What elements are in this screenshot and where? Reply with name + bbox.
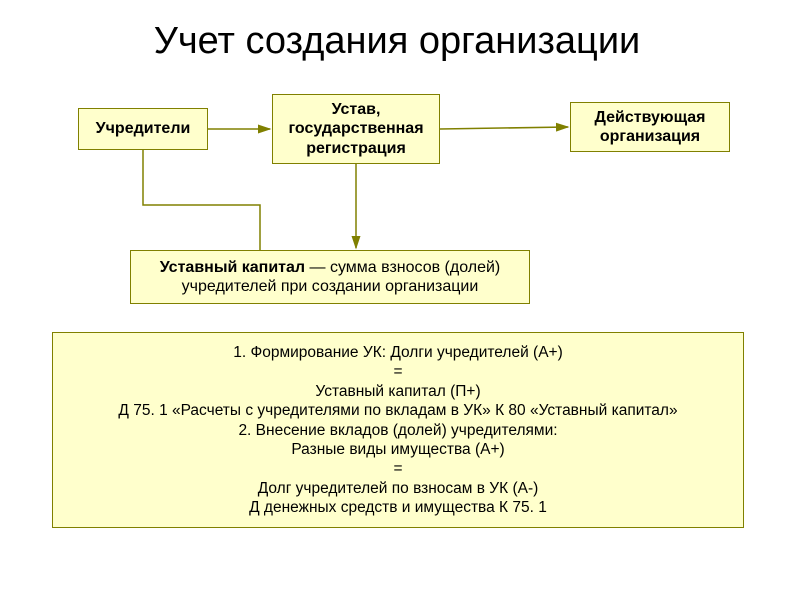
box-founders-label: Учредители — [96, 119, 191, 138]
entries-l3: Уставный капитал (П+) — [67, 382, 729, 401]
entries-l5: 2. Внесение вкладов (долей) учредителями… — [67, 421, 729, 440]
box-charter-label: Устав, государственная регистрация — [281, 100, 431, 158]
entries-l7: = — [67, 459, 729, 478]
arrow-charter-active — [440, 127, 568, 129]
capdef-text: Уставный капитал — сумма взносов (долей)… — [139, 258, 521, 296]
capdef-bold: Уставный капитал — [160, 259, 305, 276]
box-charter: Устав, государственная регистрация — [272, 94, 440, 164]
connector-founders-down — [143, 150, 260, 250]
box-founders: Учредители — [78, 108, 208, 150]
entries-l9: Д денежных средств и имущества К 75. 1 — [67, 498, 729, 517]
page-title: Учет создания организации — [0, 20, 794, 63]
box-entries: 1. Формирование УК: Долги учредителей (А… — [52, 332, 744, 528]
entries-l1: 1. Формирование УК: Долги учредителей (А… — [67, 343, 729, 362]
entries-l8: Долг учредителей по взносам в УК (А-) — [67, 479, 729, 498]
entries-l4: Д 75. 1 «Расчеты с учредителями по вклад… — [67, 401, 729, 420]
entries-l2: = — [67, 362, 729, 381]
entries-l6: Разные виды имущества (А+) — [67, 440, 729, 459]
box-active: Действующая организация — [570, 102, 730, 152]
box-capital-definition: Уставный капитал — сумма взносов (долей)… — [130, 250, 530, 304]
box-active-label: Действующая организация — [579, 108, 721, 146]
